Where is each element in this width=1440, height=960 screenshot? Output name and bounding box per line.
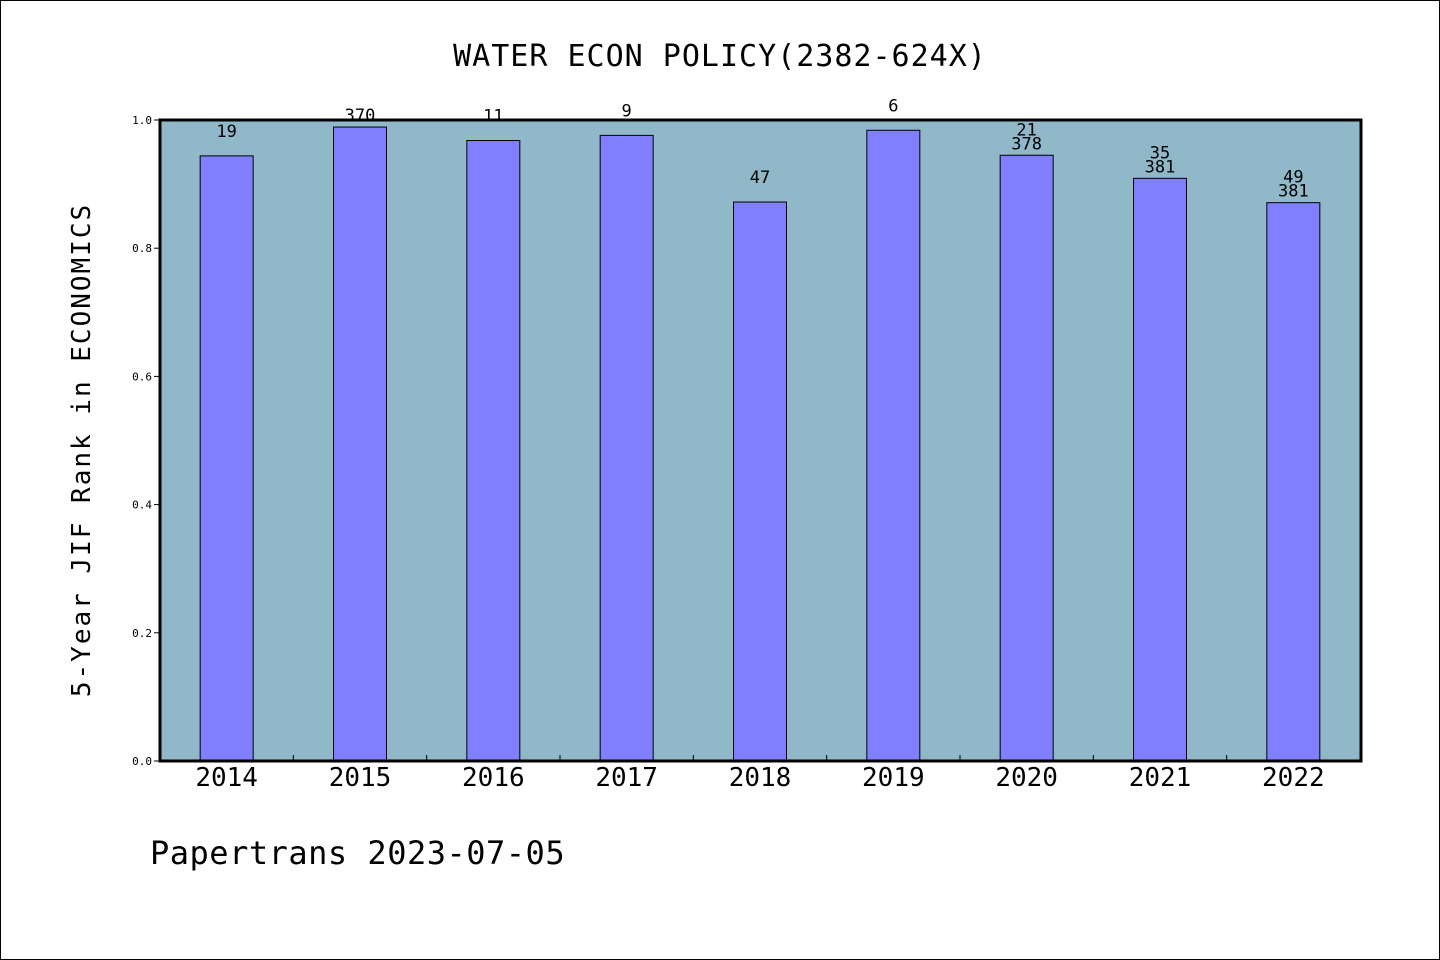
- x-tick-label-2014: 2014: [195, 763, 258, 793]
- x-tick-label-2018: 2018: [729, 763, 792, 793]
- bar-total-label-2021: 381: [1145, 157, 1176, 177]
- bar-rank-label-2022: 49: [1283, 168, 1303, 188]
- bar-2020: [999, 154, 1054, 762]
- y-tick-label: 0.2: [132, 627, 152, 640]
- y-axis-label: 5-Year JIF Rank in ECONOMICS: [67, 203, 97, 697]
- x-tick-label-2015: 2015: [329, 763, 392, 793]
- x-tick-label-2022: 2022: [1262, 763, 1325, 793]
- footer-text: Papertrans 2023-07-05: [150, 834, 565, 872]
- bar-rank-label-2019: 6: [888, 96, 898, 116]
- x-tick-label-2020: 2020: [995, 763, 1058, 793]
- bar-2022: [1266, 202, 1321, 762]
- chart-title: WATER ECON POLICY(2382-624X): [453, 39, 987, 74]
- bars-group: [199, 126, 1321, 762]
- bar-2015: [333, 126, 387, 762]
- bar-2016: [466, 140, 521, 762]
- x-ticks-group: 2014 2015 2016 2017 2018 2019 2020 2021 2022: [195, 755, 1325, 793]
- bar-2017: [599, 134, 654, 762]
- bar-rank-label-2021: 35: [1150, 143, 1170, 163]
- x-tick-label-2016: 2016: [462, 763, 525, 793]
- y-tick-label: 0.6: [132, 370, 152, 383]
- y-tick-label: 1.0: [132, 114, 152, 127]
- bar-total-label-2022: 381: [1278, 182, 1309, 202]
- bar-rank-label-2014: 19: [216, 122, 236, 142]
- y-tick-label: 0.0: [132, 755, 152, 768]
- y-ticks-group: 0.0 0.2 0.4 0.6 0.8 1.0: [132, 114, 160, 768]
- bar-total-label-2015: 370: [345, 106, 376, 126]
- bar-rank-label-2016: 11: [483, 107, 503, 127]
- plot-border: [158, 118, 1363, 763]
- bar-2014: [199, 155, 254, 762]
- x-tick-label-2021: 2021: [1129, 763, 1192, 793]
- x-tick-label-2019: 2019: [862, 763, 925, 793]
- y-tick-label: 0.8: [132, 242, 152, 255]
- x-tick-label-2017: 2017: [595, 763, 658, 793]
- bar-2018: [733, 201, 787, 762]
- bar-total-label-2020: 378: [1011, 134, 1042, 154]
- bar-2021: [1133, 177, 1187, 762]
- bar-rank-label-2020: 21: [1016, 120, 1036, 140]
- bar-rank-label-2017: 9: [622, 101, 632, 121]
- y-tick-label: 0.4: [132, 499, 152, 512]
- bar-rank-label-2018: 47: [750, 168, 770, 188]
- bar-2019: [866, 129, 921, 762]
